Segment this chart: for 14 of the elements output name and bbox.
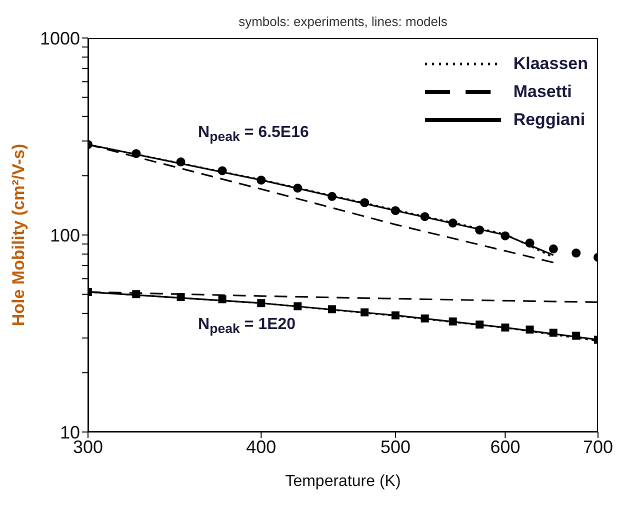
legend-label: Masetti: [513, 82, 572, 102]
legend-label: Klaassen: [513, 54, 588, 74]
x-tick-label: 700: [582, 436, 614, 457]
annotation: N$_{peak}$ = 6.5E16: [198, 124, 309, 144]
x-tick-label: 500: [380, 436, 410, 457]
y-axis-title: Hole Mobility (cm²/V-s): [9, 144, 28, 326]
legend-label: Reggiani: [513, 110, 586, 130]
y-tick-label: 1000: [40, 28, 80, 48]
x-tick-label: 400: [246, 436, 276, 457]
annotation: N$_{peak}$ = 1E20: [198, 316, 296, 336]
chart-title: symbols: experiments, lines: models: [238, 14, 448, 29]
x-tick-label: 600: [490, 436, 520, 457]
y-tick-label: 100: [50, 225, 80, 246]
x-axis-title: Temperature (K): [285, 473, 401, 490]
